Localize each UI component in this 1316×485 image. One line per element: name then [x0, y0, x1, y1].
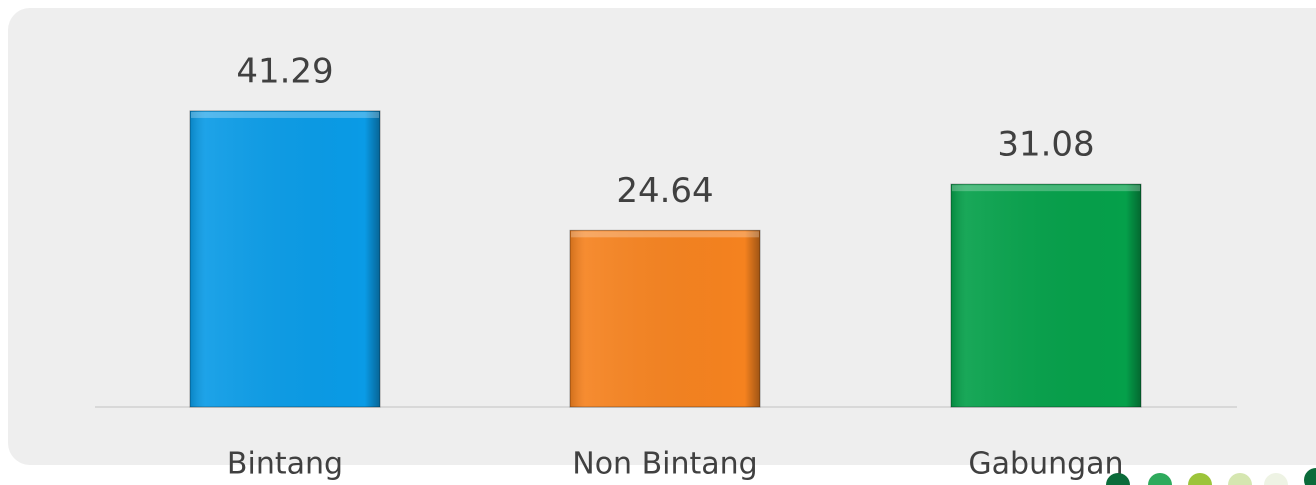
- x-tick-label: Gabungan: [968, 447, 1123, 482]
- bar-bevel-top: [191, 111, 379, 118]
- bar-bevel-top: [952, 185, 1140, 192]
- bar-bevel: [951, 184, 1141, 407]
- x-tick-label: Non Bintang: [572, 447, 757, 482]
- bar-bevel: [570, 230, 760, 407]
- value-label: 41.29: [236, 51, 333, 91]
- dot: [1106, 473, 1130, 485]
- decor-dots: [1106, 468, 1316, 485]
- dot: [1304, 468, 1316, 485]
- dot: [1148, 473, 1172, 485]
- bar-bevel: [190, 110, 380, 408]
- dot: [1188, 473, 1212, 485]
- dot: [1264, 473, 1288, 485]
- bar-bevel-top: [571, 231, 759, 238]
- value-label: 31.08: [997, 125, 1094, 165]
- dot: [1228, 473, 1252, 485]
- x-tick-label: Bintang: [227, 447, 343, 482]
- value-label: 24.64: [616, 171, 713, 211]
